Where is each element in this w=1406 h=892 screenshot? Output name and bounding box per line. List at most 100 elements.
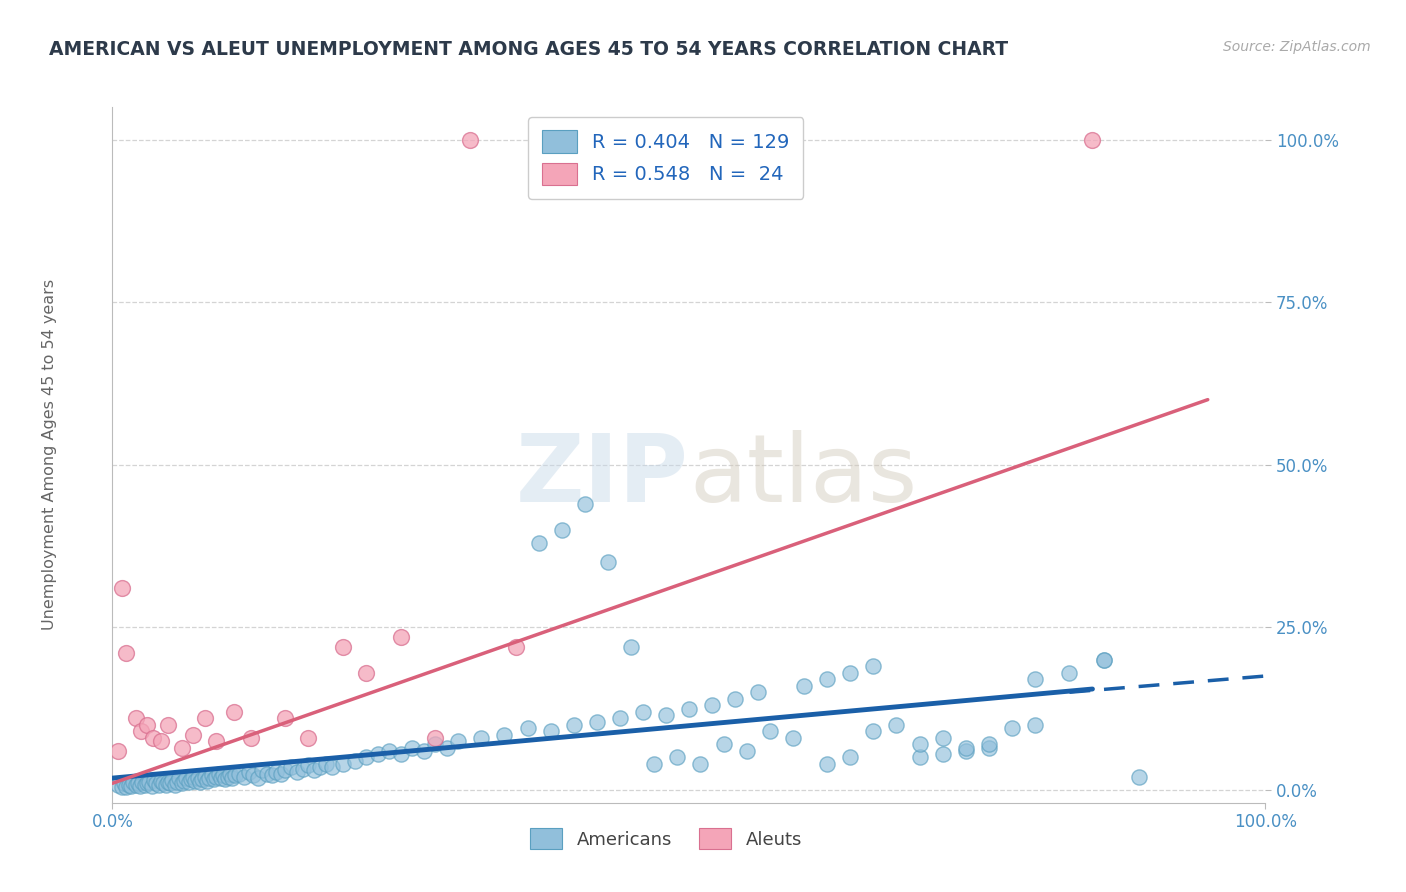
Point bbox=[436, 740, 458, 755]
Point bbox=[908, 750, 931, 764]
Point bbox=[700, 698, 723, 713]
Point bbox=[180, 772, 202, 787]
Point bbox=[908, 737, 931, 751]
Point bbox=[291, 762, 314, 776]
Point bbox=[955, 740, 977, 755]
Point bbox=[207, 766, 229, 780]
Point bbox=[527, 535, 550, 549]
Point bbox=[124, 711, 146, 725]
Point bbox=[111, 780, 134, 794]
Point bbox=[447, 734, 470, 748]
Point bbox=[977, 740, 1000, 755]
Point bbox=[631, 705, 654, 719]
Point bbox=[931, 747, 953, 761]
Point bbox=[136, 718, 159, 732]
Point bbox=[188, 775, 211, 789]
Point bbox=[260, 768, 283, 782]
Point bbox=[149, 734, 172, 748]
Point bbox=[955, 744, 977, 758]
Point bbox=[228, 766, 250, 780]
Point bbox=[1081, 132, 1104, 146]
Point bbox=[163, 778, 186, 792]
Point bbox=[815, 672, 838, 686]
Point bbox=[115, 646, 138, 660]
Point bbox=[540, 724, 562, 739]
Point bbox=[562, 718, 585, 732]
Point bbox=[134, 778, 156, 792]
Point bbox=[212, 768, 235, 782]
Text: Unemployment Among Ages 45 to 54 years: Unemployment Among Ages 45 to 54 years bbox=[42, 279, 56, 631]
Point bbox=[205, 734, 228, 748]
Point bbox=[1059, 665, 1081, 680]
Point bbox=[170, 776, 193, 790]
Point bbox=[309, 760, 332, 774]
Point bbox=[886, 718, 908, 732]
Point bbox=[138, 775, 160, 789]
Point bbox=[117, 778, 139, 792]
Point bbox=[148, 778, 170, 792]
Text: atlas: atlas bbox=[689, 430, 917, 522]
Point bbox=[274, 711, 297, 725]
Text: ZIP: ZIP bbox=[516, 430, 689, 522]
Point bbox=[354, 665, 377, 680]
Point bbox=[389, 747, 412, 761]
Point bbox=[689, 756, 711, 771]
Point bbox=[256, 766, 278, 780]
Point bbox=[735, 744, 758, 758]
Point bbox=[149, 773, 172, 788]
Point bbox=[195, 773, 218, 788]
Point bbox=[238, 764, 260, 779]
Point bbox=[782, 731, 804, 745]
Point bbox=[332, 756, 354, 771]
Point bbox=[170, 740, 193, 755]
Point bbox=[122, 775, 145, 789]
Point bbox=[747, 685, 769, 699]
Point bbox=[107, 778, 129, 792]
Point bbox=[198, 771, 221, 785]
Point bbox=[145, 776, 167, 790]
Point bbox=[173, 773, 195, 788]
Point bbox=[354, 750, 377, 764]
Point bbox=[246, 771, 269, 785]
Point bbox=[191, 772, 214, 787]
Point bbox=[815, 756, 838, 771]
Point bbox=[839, 750, 862, 764]
Point bbox=[678, 701, 700, 715]
Point bbox=[609, 711, 631, 725]
Point bbox=[202, 772, 225, 787]
Point bbox=[242, 768, 264, 782]
Point bbox=[194, 711, 217, 725]
Point bbox=[224, 768, 246, 782]
Point bbox=[156, 718, 179, 732]
Point bbox=[159, 776, 181, 790]
Point bbox=[129, 724, 153, 739]
Point bbox=[389, 630, 412, 644]
Point bbox=[505, 640, 527, 654]
Point bbox=[156, 775, 179, 789]
Point bbox=[620, 640, 643, 654]
Point bbox=[1092, 653, 1115, 667]
Point bbox=[585, 714, 607, 729]
Point bbox=[280, 760, 302, 774]
Point bbox=[107, 744, 129, 758]
Point bbox=[129, 779, 152, 793]
Point bbox=[166, 775, 188, 789]
Point bbox=[1024, 718, 1046, 732]
Point bbox=[332, 640, 354, 654]
Point bbox=[205, 770, 228, 784]
Point bbox=[598, 555, 620, 569]
Point bbox=[232, 770, 254, 784]
Point bbox=[112, 776, 135, 790]
Point bbox=[1001, 721, 1024, 735]
Point bbox=[1128, 770, 1150, 784]
Point bbox=[401, 740, 423, 755]
Point bbox=[425, 737, 447, 751]
Point bbox=[321, 760, 343, 774]
Point bbox=[181, 770, 204, 784]
Point bbox=[136, 776, 159, 790]
Point bbox=[209, 771, 232, 785]
Point bbox=[297, 731, 319, 745]
Point bbox=[655, 708, 678, 723]
Point bbox=[666, 750, 689, 764]
Point bbox=[214, 772, 236, 787]
